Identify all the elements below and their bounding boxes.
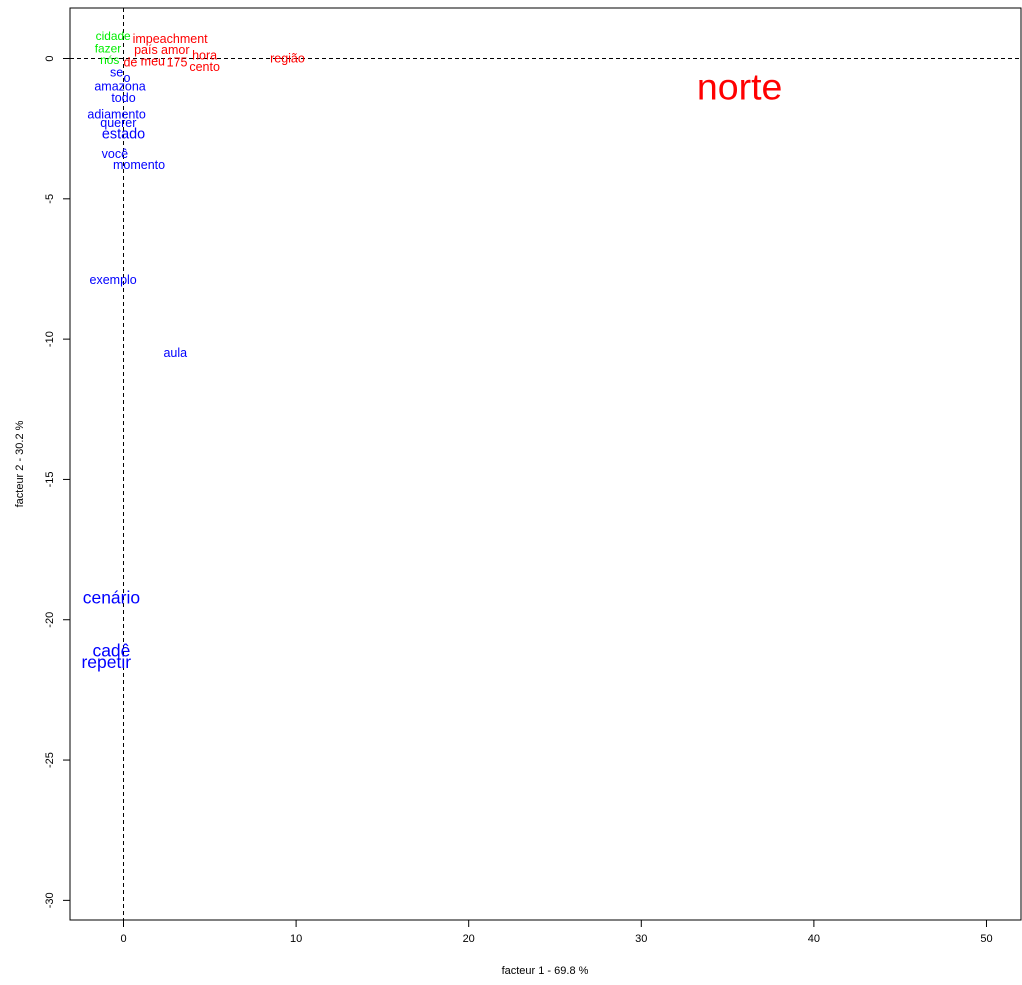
reference-lines xyxy=(70,8,1021,920)
y-tick-label: -15 xyxy=(44,471,56,487)
word-label: cenário xyxy=(83,587,140,607)
x-axis-label: facteur 1 - 69.8 % xyxy=(502,965,589,977)
word-label: hora xyxy=(192,49,217,63)
word-label: adiamento xyxy=(87,108,145,122)
word-label: 175 xyxy=(167,56,188,70)
word-label: amazona xyxy=(94,80,145,94)
word-label: aula xyxy=(163,346,187,360)
word-label: região xyxy=(270,52,305,66)
x-tick-label: 40 xyxy=(808,933,820,945)
x-tick-label: 0 xyxy=(120,933,126,945)
word-label: estado xyxy=(102,126,145,142)
word-label: país xyxy=(134,43,158,57)
word-label: fazer xyxy=(95,42,121,56)
word-label: momento xyxy=(113,158,165,172)
word-label: todo xyxy=(111,91,135,105)
y-tick-label: -20 xyxy=(44,612,56,628)
y-tick-label: -30 xyxy=(44,892,56,908)
word-label: o xyxy=(123,71,130,85)
word-label: você xyxy=(102,147,128,161)
x-axis: 0 10 20 30 40 50 xyxy=(120,919,993,945)
word-label: impeachment xyxy=(133,32,209,46)
x-tick-label: 50 xyxy=(980,933,992,945)
word-label: meu xyxy=(141,54,165,68)
plot-frame xyxy=(69,7,1022,921)
y-tick-label: -5 xyxy=(44,194,56,204)
word-label: de xyxy=(123,56,137,70)
word-label: cento xyxy=(189,60,220,74)
word-label: querer xyxy=(100,116,136,130)
word-label: se xyxy=(110,66,123,80)
y-axis-label: facteur 2 - 30.2 % xyxy=(14,420,26,507)
word-label: nós xyxy=(100,53,119,67)
x-tick-label: 20 xyxy=(463,933,475,945)
y-tick-label: 0 xyxy=(44,55,56,61)
word-label: cidade xyxy=(96,29,131,43)
y-tick-label: -25 xyxy=(44,752,56,768)
word-label: amor xyxy=(161,43,189,57)
word-label: repetir xyxy=(81,652,131,672)
y-tick-label: -10 xyxy=(44,331,56,347)
x-tick-label: 30 xyxy=(635,933,647,945)
y-axis: 0 -5 -10 -15 -20 -25 -30 xyxy=(44,55,71,908)
word-label: cadê xyxy=(92,641,130,661)
word-label: exemplo xyxy=(90,273,137,287)
x-tick-label: 10 xyxy=(290,933,302,945)
word-label: norte xyxy=(697,66,782,108)
